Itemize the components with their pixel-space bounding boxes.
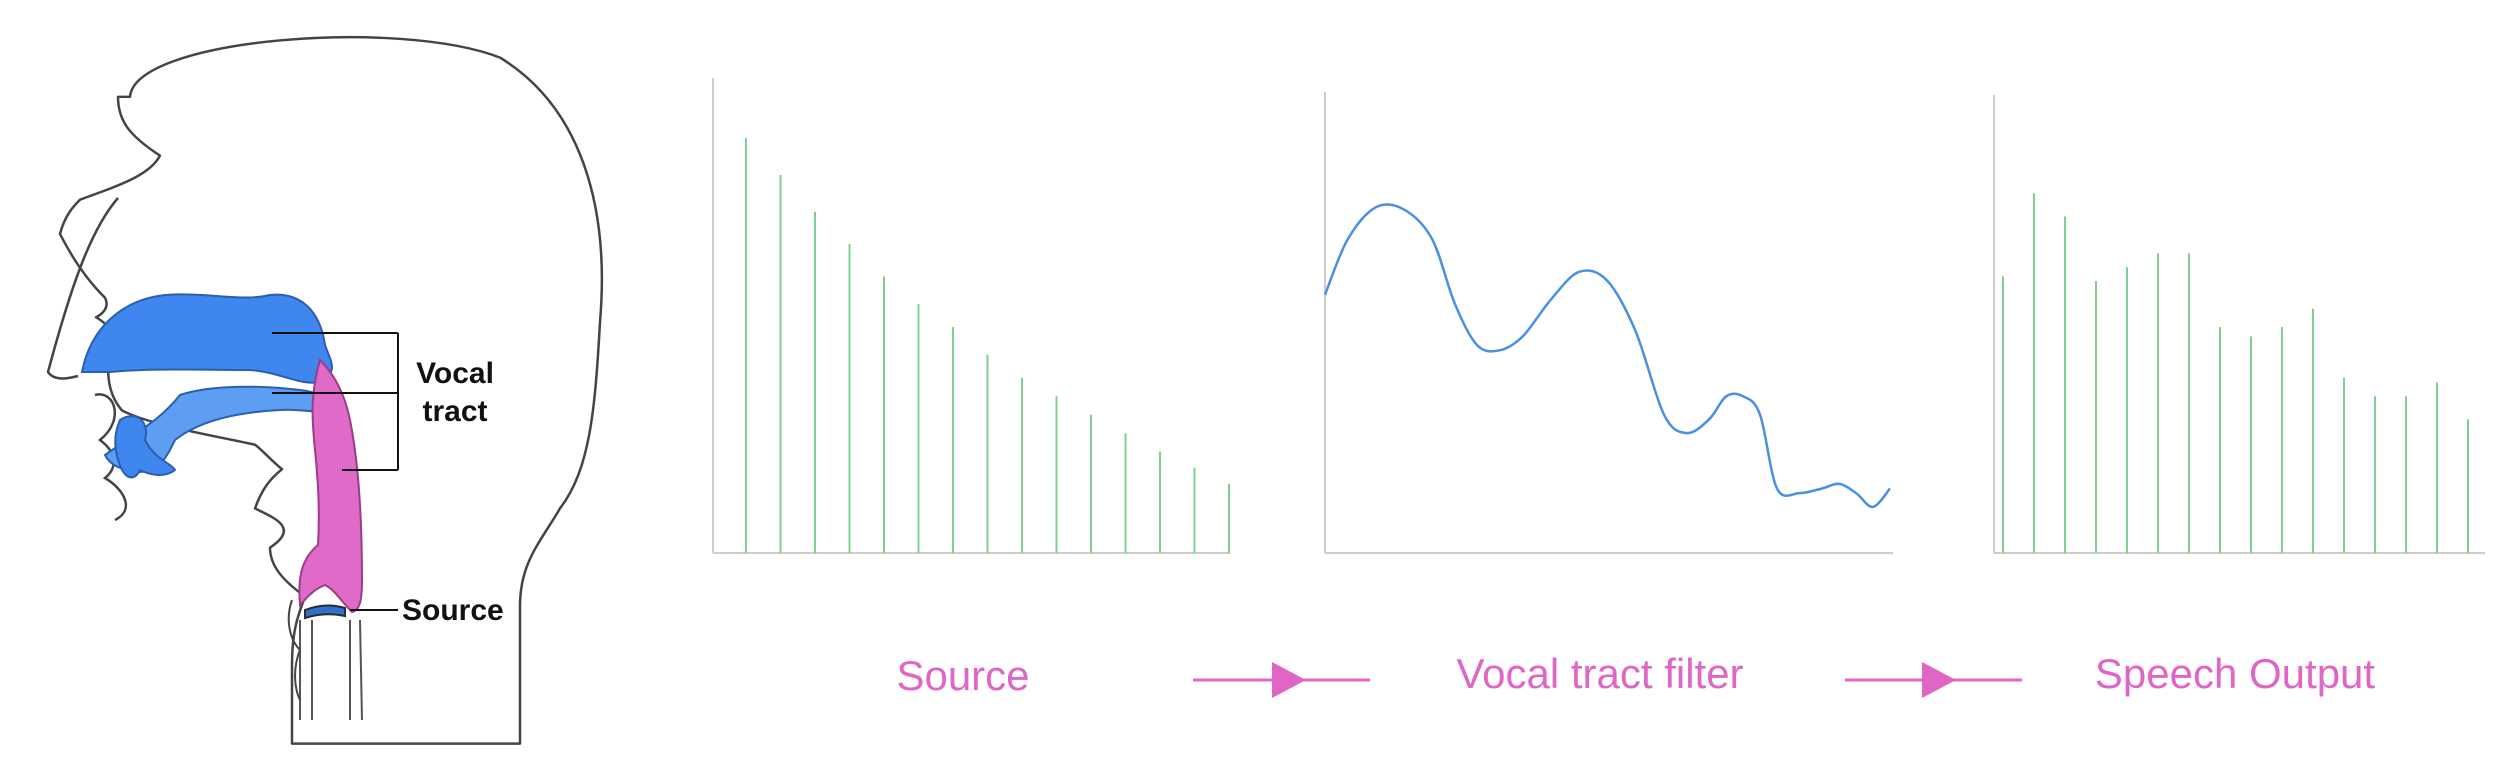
caption-filter: Vocal tract filter [1456,650,1743,697]
esophagus [287,599,302,701]
trachea [299,619,363,721]
head-outline [58,36,604,745]
pharynx [298,358,364,614]
source-label: Source [402,594,504,627]
nasal-cavity [80,293,333,384]
caption-source: Source [896,652,1029,699]
output-spectrum-panel [1993,95,2485,554]
tongue [114,415,177,479]
source-spectrum-panel [712,78,1230,554]
nose-outline [46,197,119,380]
source-harmonics [745,138,1230,553]
output-harmonics [2002,193,2469,553]
filter-response-curve [1323,203,1891,509]
filter-panel [1323,92,1893,554]
caption-output: Speech Output [2095,650,2376,697]
vocal-folds [304,604,346,620]
head-anatomy-illustration: Vocal tract Source [46,36,604,745]
arrow-filter-to-output [1845,662,2022,698]
vocal-tract-label-line1: Vocal [416,357,494,390]
captions: Source Vocal tract filter Speech Output [896,650,2375,699]
arrow-source-to-filter [1193,662,1370,698]
vocal-tract-label-line2: tract [422,395,487,428]
vocal-tract-callout [272,332,399,471]
